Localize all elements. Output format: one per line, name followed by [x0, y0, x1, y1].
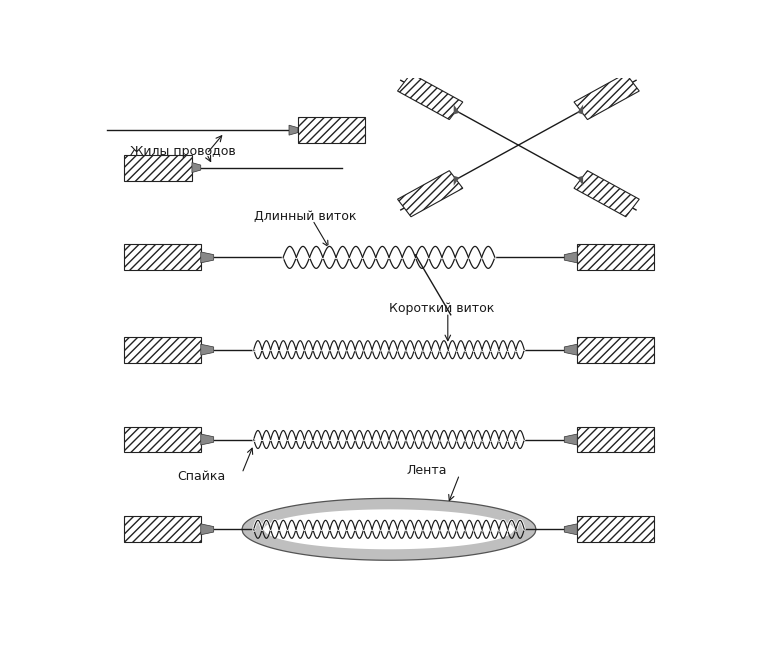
Bar — [298, 117, 366, 143]
Bar — [398, 73, 463, 120]
Text: Короткий виток: Короткий виток — [389, 302, 494, 316]
Polygon shape — [260, 509, 518, 550]
Text: Спайка: Спайка — [178, 470, 225, 483]
Polygon shape — [200, 434, 214, 445]
Bar — [124, 244, 200, 270]
Polygon shape — [200, 344, 214, 355]
Bar — [124, 426, 200, 452]
Polygon shape — [454, 104, 460, 115]
Polygon shape — [242, 498, 536, 561]
Polygon shape — [200, 524, 214, 535]
Polygon shape — [192, 163, 200, 172]
Bar — [578, 244, 653, 270]
Bar — [574, 73, 639, 120]
Polygon shape — [564, 434, 577, 445]
Bar — [574, 170, 639, 217]
Polygon shape — [200, 252, 214, 263]
Polygon shape — [577, 176, 583, 186]
Polygon shape — [289, 125, 298, 135]
Polygon shape — [564, 344, 577, 355]
Bar — [398, 170, 463, 217]
Bar — [124, 516, 200, 542]
Polygon shape — [577, 104, 583, 115]
Bar — [124, 337, 200, 363]
Polygon shape — [564, 524, 577, 535]
Polygon shape — [564, 252, 577, 263]
Bar — [578, 516, 653, 542]
Bar — [124, 155, 192, 181]
Text: Жилы проводов: Жилы проводов — [131, 145, 236, 158]
Bar — [578, 426, 653, 452]
Bar — [578, 337, 653, 363]
Polygon shape — [454, 176, 460, 186]
Text: Длинный виток: Длинный виток — [254, 210, 356, 223]
Text: Лента: Лента — [407, 464, 447, 477]
